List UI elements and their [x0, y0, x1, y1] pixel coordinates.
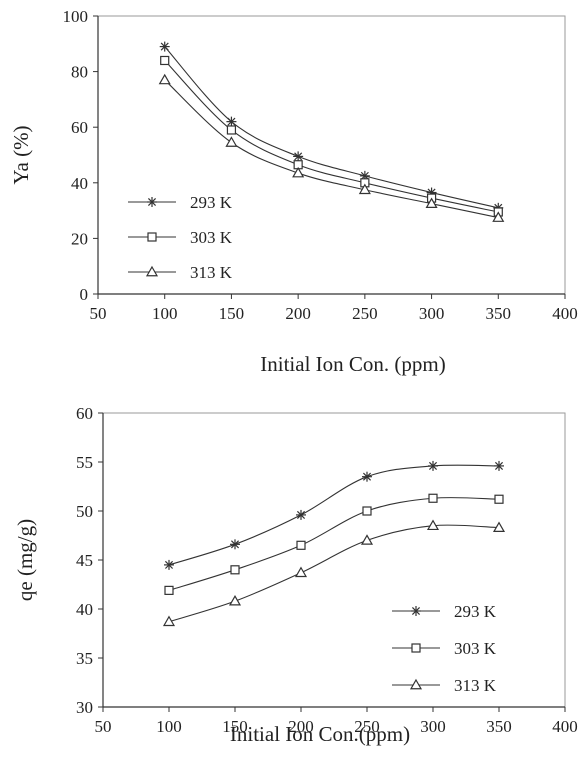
y-tick-label: 100: [63, 7, 89, 26]
x-tick-label: 250: [354, 717, 380, 736]
x-tick-label: 400: [552, 717, 578, 736]
y-axis-title: qe (mg/g): [13, 519, 37, 601]
y-tick-label: 35: [76, 649, 93, 668]
asterisk-marker: [230, 539, 240, 550]
x-tick-label: 50: [90, 304, 107, 323]
y-tick-label: 80: [71, 63, 88, 82]
y-tick-label: 50: [76, 502, 93, 521]
square-marker: [494, 494, 504, 504]
x-tick-label: 100: [152, 304, 178, 323]
x-tick-label: 150: [219, 304, 245, 323]
asterisk-marker: [296, 509, 306, 520]
x-tick-label: 400: [552, 304, 578, 323]
square-marker: [296, 540, 306, 550]
triangle-marker: [292, 166, 305, 178]
legend-label: 303 K: [190, 228, 233, 247]
y-tick-label: 20: [71, 229, 88, 248]
triangle-marker: [492, 521, 506, 533]
x-axis-title: Initial Ion Con.(ppm): [230, 722, 410, 746]
legend-item: 303 K: [128, 228, 233, 247]
series-line-293k: [168, 464, 500, 566]
x-tick-label: 150: [222, 717, 248, 736]
legend-item: 293 K: [392, 602, 497, 621]
triangle-marker: [426, 519, 440, 531]
square-marker: [160, 55, 170, 66]
triangle-marker: [225, 136, 238, 147]
asterisk-marker: [428, 460, 438, 471]
y-tick-label: 55: [76, 453, 93, 472]
asterisk-marker: [411, 606, 421, 616]
asterisk-marker: [159, 41, 170, 52]
asterisk-marker: [362, 471, 372, 482]
x-tick-label: 300: [419, 304, 445, 323]
asterisk-marker: [226, 116, 237, 127]
asterisk-marker: [147, 197, 157, 207]
legend-label: 293 K: [454, 602, 497, 621]
series-line-303k: [168, 497, 500, 591]
square-marker: [411, 643, 421, 653]
asterisk-marker: [494, 460, 504, 471]
chart-panel-2: 50 100 150 200 250 300 350 400 30 35 40 45 50 55 60 Ini…: [13, 404, 578, 746]
square-marker: [362, 506, 372, 516]
square-marker: [164, 585, 174, 595]
y-tick-label: 0: [80, 285, 89, 304]
plot-area: [102, 412, 566, 708]
square-marker: [147, 232, 157, 242]
asterisk-marker: [164, 559, 174, 570]
asterisk-marker: [293, 151, 304, 162]
triangle-marker: [492, 211, 505, 222]
square-marker: [230, 565, 240, 575]
series-line-303k: [164, 60, 499, 213]
triangle-marker: [294, 566, 308, 578]
x-tick-label: 350: [486, 717, 512, 736]
triangle-marker: [360, 534, 374, 545]
x-tick-label: 50: [95, 717, 112, 736]
triangle-marker: [158, 73, 171, 85]
y-tick-label: 40: [71, 174, 88, 193]
triangle-marker: [145, 265, 159, 277]
legend-item: 313 K: [392, 676, 497, 695]
y-tick-label: 45: [76, 551, 93, 570]
legend-item: 313 K: [128, 263, 233, 282]
x-tick-label: 350: [486, 304, 512, 323]
triangle-marker: [162, 615, 176, 627]
x-tick-label: 300: [420, 717, 446, 736]
legend-label: 313 K: [190, 263, 233, 282]
legend-label: 303 K: [454, 639, 497, 658]
triangle-marker: [425, 197, 438, 208]
y-tick-label: 60: [76, 404, 93, 423]
legend: 293 K 303 K 313 K: [392, 602, 497, 695]
series-line-313k: [164, 79, 499, 219]
triangle-marker: [358, 183, 371, 195]
chart-panel-1: 50 100 150 200 250 300 350 400 0 20 40 60 80 100 Initi…: [9, 7, 578, 376]
legend-item: 293 K: [128, 193, 233, 212]
square-marker: [226, 125, 237, 135]
series-line-313k: [168, 524, 500, 623]
y-tick-label: 40: [76, 600, 93, 619]
legend-item: 303 K: [392, 639, 497, 658]
legend: 293 K 303 K 313 K: [128, 193, 233, 282]
triangle-marker: [409, 678, 423, 690]
y-axis-title: Ya (%): [9, 125, 33, 184]
legend-label: 313 K: [454, 676, 497, 695]
x-tick-label: 250: [352, 304, 378, 323]
x-tick-label: 100: [156, 717, 182, 736]
y-tick-label: 30: [76, 698, 93, 717]
square-marker: [428, 493, 438, 503]
triangle-marker: [228, 594, 242, 606]
legend-label: 293 K: [190, 193, 233, 212]
x-tick-label: 200: [288, 717, 314, 736]
x-tick-label: 200: [285, 304, 311, 323]
x-axis-title: Initial Ion Con. (ppm): [260, 352, 445, 376]
series-line-293k: [164, 46, 499, 209]
y-tick-label: 60: [71, 118, 88, 137]
